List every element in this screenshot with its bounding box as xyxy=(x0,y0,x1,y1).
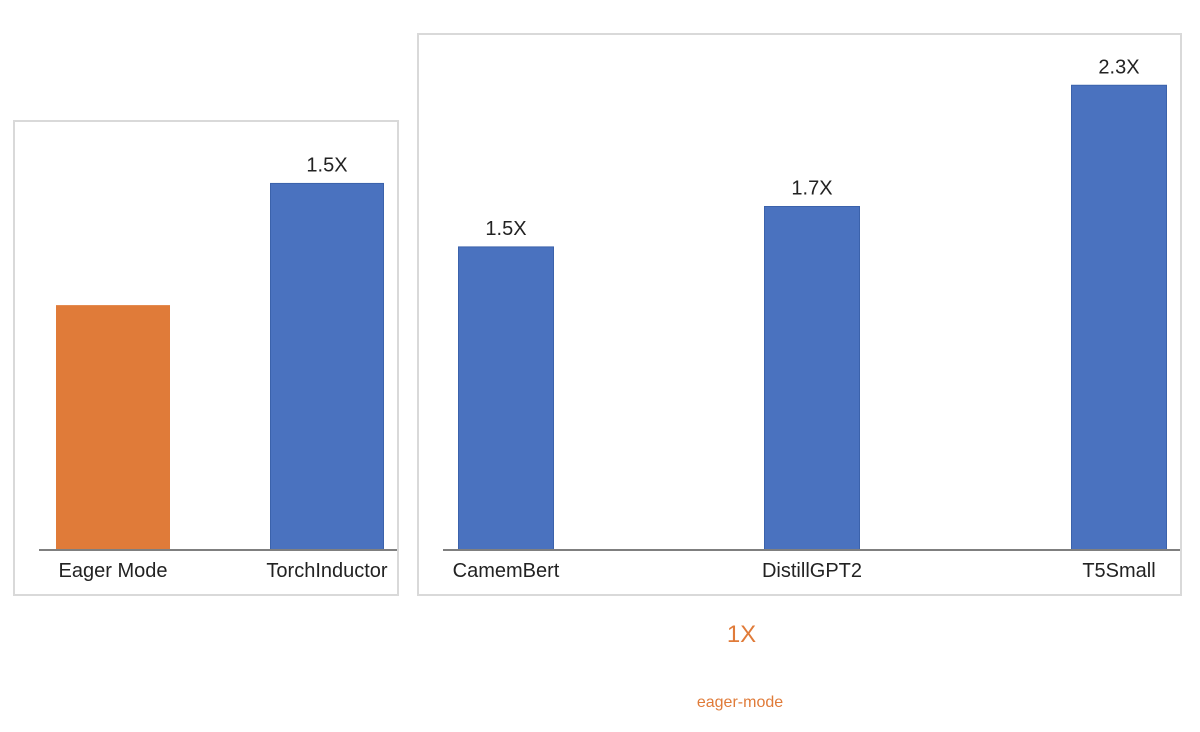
baseline-caption-label: eager-mode xyxy=(696,694,784,711)
chart-left-svg: Eager Mode 1.5X TorchInductor xyxy=(39,154,397,582)
bar-distillgpt2 xyxy=(764,206,860,551)
bar-camembert xyxy=(458,246,554,551)
chart-right-svg: 1.5X CamemBert 1.7X DistillGPT2 2.3X T5Small xyxy=(443,56,1180,582)
x-tick-label-eager-mode: Eager Mode xyxy=(59,560,168,582)
x-tick-label-t5small: T5Small xyxy=(1082,560,1155,582)
bar-t5small xyxy=(1071,84,1167,551)
x-tick-label-torchinductor: TorchInductor xyxy=(266,560,388,582)
chart-panel-eager-vs-inductor: Eager Mode 1.5X TorchInductor xyxy=(13,120,399,596)
data-label-camembert: 1.5X xyxy=(485,218,526,240)
data-label-torchinductor: 1.5X xyxy=(306,154,347,176)
bar-torchinductor xyxy=(270,182,384,551)
bar-eager-mode xyxy=(56,305,170,551)
data-label-t5small: 2.3X xyxy=(1098,56,1139,78)
data-label-distillgpt2: 1.7X xyxy=(791,178,832,200)
baseline-value-label: 1X xyxy=(726,621,757,648)
chart-panel-model-speedups: 1.5X CamemBert 1.7X DistillGPT2 2.3X T5Small xyxy=(417,33,1182,596)
x-tick-label-camembert: CamemBert xyxy=(453,560,560,582)
x-tick-label-distillgpt2: DistillGPT2 xyxy=(762,560,862,582)
